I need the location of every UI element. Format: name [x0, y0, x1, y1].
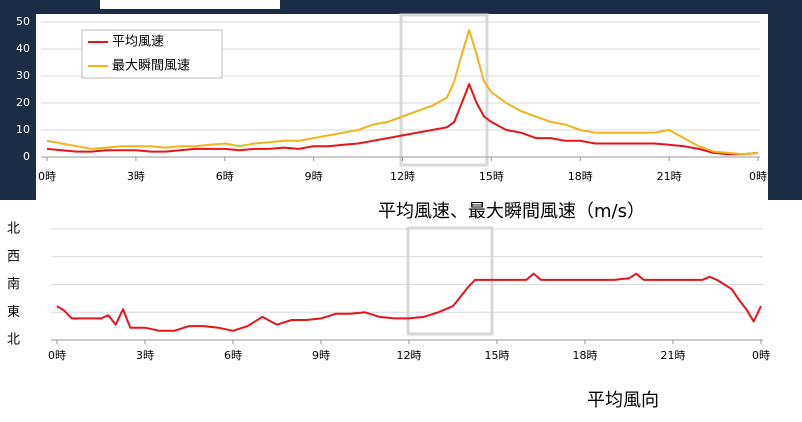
y-tick-label: 30: [16, 69, 30, 82]
series-line: [46, 29, 759, 156]
x-tick-label: 12時: [397, 349, 422, 362]
y-tick-label: 東: [7, 304, 20, 320]
chart-title: 平均風速、最大瞬間風速（m/s）: [378, 201, 645, 222]
highlight-box: [406, 226, 494, 336]
y-tick-label: 20: [16, 96, 30, 109]
x-tick-label: 0時: [48, 349, 66, 362]
x-tick-label: 6時: [216, 170, 234, 183]
x-tick-label: 18時: [573, 349, 598, 362]
legend-label: 最大瞬間風速: [112, 59, 190, 74]
x-tick-label: 15時: [479, 170, 504, 183]
x-tick-label: 9時: [305, 170, 323, 183]
y-tick-label: 0: [23, 150, 30, 163]
x-tick-label: 9時: [312, 349, 330, 362]
x-tick-label: 0時: [749, 170, 767, 183]
y-tick-label: 南: [7, 276, 20, 292]
x-tick-label: 12時: [390, 170, 415, 183]
y-tick-label: 北: [7, 333, 20, 348]
y-tick-label: 北: [7, 222, 20, 237]
x-tick-label: 21時: [661, 349, 686, 362]
y-tick-label: 10: [16, 123, 30, 136]
y-tick-label: 西: [7, 249, 20, 264]
legend-label: 平均風速: [112, 35, 164, 50]
series-line: [46, 83, 759, 156]
x-tick-label: 3時: [136, 349, 154, 362]
y-tick-label: 50: [16, 15, 30, 28]
x-tick-label: 6時: [224, 349, 242, 362]
caption-box: [100, 0, 280, 9]
y-tick-label: 40: [16, 42, 30, 55]
series-line: [56, 272, 762, 332]
chart-title: 平均風向: [587, 390, 659, 411]
legend-box: [81, 29, 223, 79]
x-tick-label: 18時: [568, 170, 593, 183]
x-tick-label: 21時: [657, 170, 682, 183]
x-tick-label: 0時: [38, 170, 56, 183]
x-tick-label: 15時: [485, 349, 510, 362]
x-tick-label: 0時: [752, 349, 770, 362]
highlight-box: [399, 13, 489, 167]
x-tick-label: 3時: [127, 170, 145, 183]
